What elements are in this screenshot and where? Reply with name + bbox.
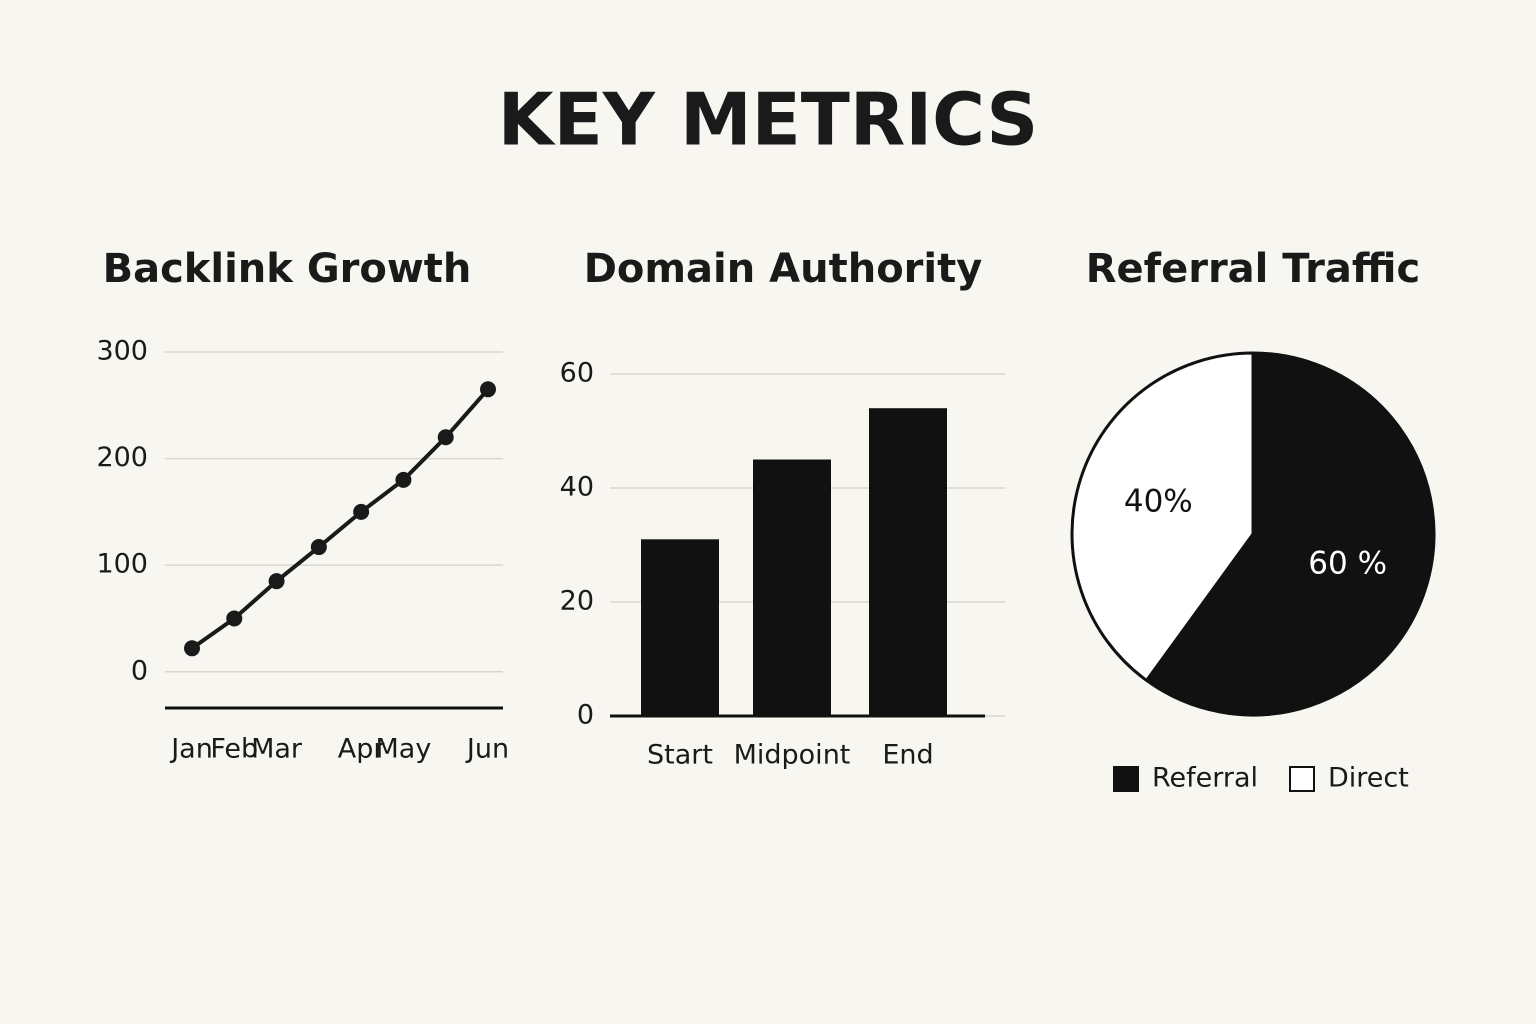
legend-label: Referral xyxy=(1152,763,1258,794)
legend-label: Direct xyxy=(1328,763,1409,794)
legend-swatch xyxy=(1113,766,1139,792)
x-tick-label: End xyxy=(882,740,933,771)
chart-title: Domain Authority xyxy=(584,246,983,292)
x-tick-label: Midpoint xyxy=(734,740,851,771)
pie-slice xyxy=(1145,351,1436,717)
point xyxy=(437,429,454,446)
pie-slice xyxy=(1070,351,1255,682)
chart-title: Referral Traffic xyxy=(1086,246,1420,292)
y-tick-label: 100 xyxy=(96,549,148,580)
x-tick-label: Feb xyxy=(210,734,258,765)
bar xyxy=(753,459,831,716)
x-tick-label: May xyxy=(376,734,432,765)
x-tick-label: Mar xyxy=(251,734,303,765)
line xyxy=(190,387,490,650)
x-tick-label: Start xyxy=(647,740,713,771)
bar xyxy=(641,539,719,716)
point xyxy=(480,381,496,398)
page-title: KEY METRICS xyxy=(498,78,1038,162)
chart-title: Backlink Growth xyxy=(103,246,472,292)
y-tick-label: 0 xyxy=(577,700,594,731)
x-tick-label: Apr xyxy=(338,734,386,765)
point xyxy=(268,573,285,590)
y-tick-label: 20 xyxy=(560,586,594,617)
point xyxy=(310,539,327,556)
legend-swatch xyxy=(1289,766,1315,792)
y-tick-label: 40 xyxy=(560,472,594,503)
x-tick-label: Jun xyxy=(465,734,509,765)
x-tick-label: Jan xyxy=(169,734,213,765)
point xyxy=(353,503,370,520)
y-tick-label: 0 xyxy=(131,655,148,686)
point xyxy=(395,471,412,488)
bar xyxy=(869,408,947,716)
y-tick-label: 300 xyxy=(96,336,148,367)
point xyxy=(184,640,200,657)
slice-label: 60 % xyxy=(1308,545,1387,581)
y-tick-label: 200 xyxy=(96,442,148,473)
y-tick-label: 60 xyxy=(560,358,594,389)
slice-label: 40% xyxy=(1124,484,1193,520)
point xyxy=(226,610,243,627)
